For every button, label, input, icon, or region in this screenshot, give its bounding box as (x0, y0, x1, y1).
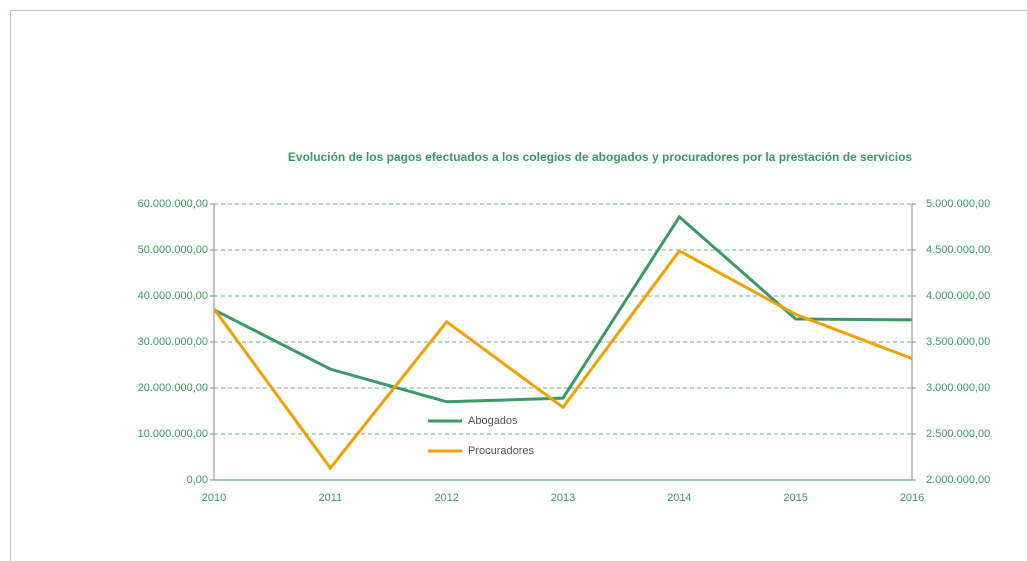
y2-tick-label: 4.000.000,00 (926, 290, 990, 302)
legend-label: Procuradores (468, 445, 535, 457)
y-tick-label: 50.000.000,00 (138, 244, 208, 256)
frame (10, 10, 1027, 561)
x-tick-label: 2011 (319, 492, 343, 504)
y2-tick-label: 2.500.000,00 (926, 428, 990, 440)
line-series (212, 248, 913, 471)
legend-label: Abogados (468, 415, 518, 427)
x-tick-label: 2015 (783, 492, 807, 504)
y-tick-label: 60.000.000,00 (138, 198, 208, 210)
x-tick-label: 2012 (434, 492, 458, 504)
x-tick-label: 2014 (667, 492, 691, 504)
chart-title: Evolución de los pagos efectuados a los … (288, 150, 913, 164)
x-tick-label: 2013 (551, 492, 575, 504)
y-tick-label: 0,00 (187, 474, 208, 486)
y-tick-label: 40.000.000,00 (138, 290, 208, 302)
y2-tick-label: 4.500.000,00 (926, 244, 990, 256)
y2-tick-label: 2.000.000,00 (926, 474, 990, 486)
y-tick-label: 10.000.000,00 (138, 428, 208, 440)
y-tick-label: 30.000.000,00 (138, 336, 208, 348)
y-tick-label: 20.000.000,00 (138, 382, 208, 394)
x-tick-label: 2016 (900, 492, 924, 504)
x-tick-label: 2010 (202, 492, 226, 504)
y2-tick-label: 5.000.000,00 (926, 198, 990, 210)
y2-tick-label: 3.500.000,00 (926, 336, 990, 348)
line-series (213, 214, 913, 404)
y2-tick-label: 3.000.000,00 (926, 382, 990, 394)
